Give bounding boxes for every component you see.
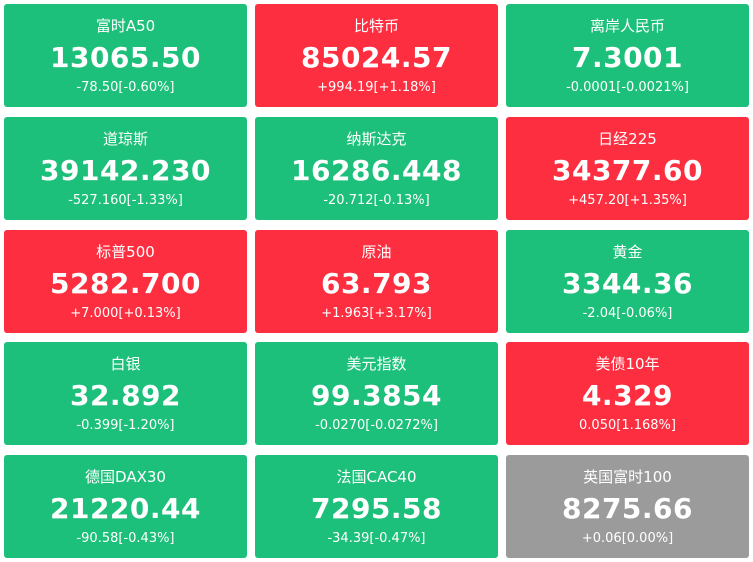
tile-price: 4.329 (581, 379, 674, 412)
tile-change: -0.399[-1.20%] (76, 418, 175, 433)
tile-nikkei-225[interactable]: 日经225 34377.60 +457.20[+1.35%] (506, 117, 749, 220)
tile-name: 道琼斯 (102, 130, 148, 148)
tile-change: -2.04[-0.06%] (582, 306, 673, 321)
tile-change: +7.000[+0.13%] (70, 306, 181, 321)
tile-us-10y-treasury[interactable]: 美债10年 4.329 0.050[1.168%] (506, 342, 749, 445)
tile-bitcoin[interactable]: 比特币 85024.57 +994.19[+1.18%] (255, 4, 498, 107)
tile-change: -90.58[-0.43%] (76, 531, 175, 546)
tile-silver[interactable]: 白银 32.892 -0.399[-1.20%] (4, 342, 247, 445)
tile-name: 英国富时100 (583, 468, 672, 486)
tile-offshore-cny[interactable]: 离岸人民币 7.3001 -0.0001[-0.0021%] (506, 4, 749, 107)
tile-dax-30[interactable]: 德国DAX30 21220.44 -90.58[-0.43%] (4, 455, 247, 558)
tile-price: 3344.36 (561, 267, 694, 300)
tile-name: 美元指数 (346, 355, 407, 373)
tile-change: -34.39[-0.47%] (327, 531, 426, 546)
tile-change: +457.20[+1.35%] (568, 193, 687, 208)
tile-name: 美债10年 (595, 355, 660, 373)
tile-dow-jones[interactable]: 道琼斯 39142.230 -527.160[-1.33%] (4, 117, 247, 220)
tile-price: 32.892 (69, 379, 182, 412)
tile-price: 13065.50 (49, 41, 201, 74)
tile-name: 黄金 (612, 243, 643, 261)
tile-change: 0.050[1.168%] (579, 418, 676, 433)
tile-change: -78.50[-0.60%] (76, 80, 175, 95)
tile-change: -527.160[-1.33%] (68, 193, 183, 208)
tile-price: 8275.66 (561, 492, 694, 525)
tile-us-dollar-index[interactable]: 美元指数 99.3854 -0.0270[-0.0272%] (255, 342, 498, 445)
tile-price: 85024.57 (300, 41, 452, 74)
tile-name: 日经225 (598, 130, 657, 148)
tile-change: -0.0001[-0.0021%] (566, 80, 689, 95)
tile-price: 99.3854 (310, 379, 443, 412)
tile-name: 白银 (110, 355, 141, 373)
tile-change: +1.963[+3.17%] (321, 306, 432, 321)
tile-name: 德国DAX30 (85, 468, 166, 486)
tile-change: +0.06[0.00%] (581, 531, 674, 546)
tile-crude-oil[interactable]: 原油 63.793 +1.963[+3.17%] (255, 230, 498, 333)
tile-change: -0.0270[-0.0272%] (315, 418, 438, 433)
tile-sp-500[interactable]: 标普500 5282.700 +7.000[+0.13%] (4, 230, 247, 333)
tile-ftse-china-a50[interactable]: 富时A50 13065.50 -78.50[-0.60%] (4, 4, 247, 107)
tile-cac-40[interactable]: 法国CAC40 7295.58 -34.39[-0.47%] (255, 455, 498, 558)
tile-name: 法国CAC40 (336, 468, 417, 486)
tile-price: 5282.700 (49, 267, 201, 300)
tile-name: 富时A50 (95, 17, 156, 35)
tile-gold[interactable]: 黄金 3344.36 -2.04[-0.06%] (506, 230, 749, 333)
tile-name: 标普500 (96, 243, 155, 261)
tile-nasdaq[interactable]: 纳斯达克 16286.448 -20.712[-0.13%] (255, 117, 498, 220)
tile-price: 21220.44 (49, 492, 201, 525)
tile-change: -20.712[-0.13%] (323, 193, 430, 208)
tile-price: 39142.230 (40, 154, 211, 187)
tile-name: 离岸人民币 (589, 17, 665, 35)
tile-price: 7295.58 (310, 492, 443, 525)
tile-price: 63.793 (320, 267, 433, 300)
tile-name: 比特币 (353, 17, 399, 35)
tile-price: 34377.60 (551, 154, 703, 187)
tile-name: 原油 (361, 243, 392, 261)
tile-price: 16286.448 (291, 154, 462, 187)
tile-name: 纳斯达克 (346, 130, 407, 148)
tile-price: 7.3001 (571, 41, 684, 74)
tile-ftse-100[interactable]: 英国富时100 8275.66 +0.06[0.00%] (506, 455, 749, 558)
tile-change: +994.19[+1.18%] (317, 80, 436, 95)
